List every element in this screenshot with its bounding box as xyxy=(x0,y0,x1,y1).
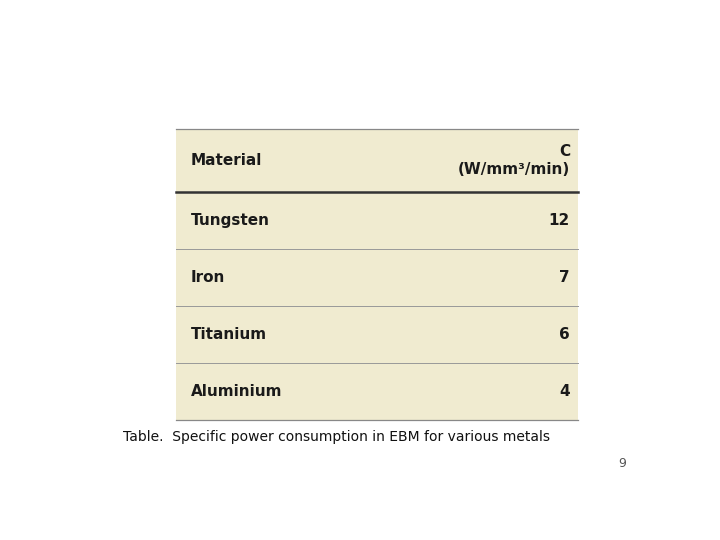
Text: Titanium: Titanium xyxy=(190,327,266,342)
Text: 7: 7 xyxy=(559,270,570,285)
Text: 12: 12 xyxy=(549,213,570,228)
Text: 9: 9 xyxy=(618,457,626,470)
Text: Material: Material xyxy=(190,153,262,168)
Text: 6: 6 xyxy=(559,327,570,342)
Text: Iron: Iron xyxy=(190,270,225,285)
Text: Tungsten: Tungsten xyxy=(190,213,269,228)
Text: Aluminium: Aluminium xyxy=(190,384,282,399)
Text: C
(W/mm³/min): C (W/mm³/min) xyxy=(458,144,570,177)
Text: 4: 4 xyxy=(559,384,570,399)
FancyBboxPatch shape xyxy=(176,129,578,420)
Text: Table.  Specific power consumption in EBM for various metals: Table. Specific power consumption in EBM… xyxy=(124,430,551,444)
